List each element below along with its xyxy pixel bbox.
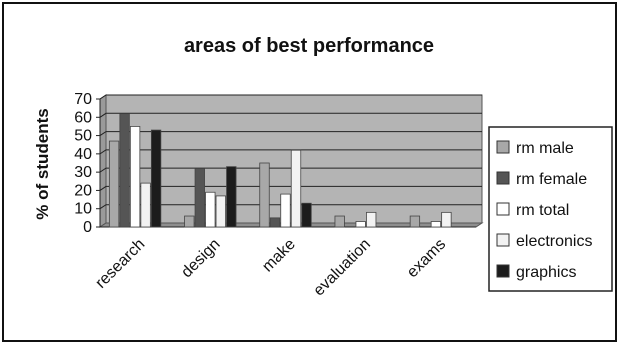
bar (184, 215, 195, 228)
y-axis-label: % of students (33, 108, 52, 219)
x-tick-label: make (259, 236, 299, 276)
legend-swatch (496, 264, 510, 278)
legend-swatch (496, 171, 510, 185)
legend-swatch (496, 140, 510, 154)
gridline (99, 149, 482, 155)
bar (108, 140, 120, 228)
y-tick-label: 0 (83, 219, 92, 236)
bar (150, 129, 162, 228)
y-tick-label: 30 (74, 164, 92, 181)
bar (409, 215, 421, 228)
legend-label: rm female (516, 171, 587, 188)
bar (430, 221, 442, 228)
bar (140, 182, 151, 228)
y-tick-label: 10 (74, 201, 92, 218)
x-tick-label: exams (404, 236, 449, 281)
legend-label: graphics (516, 264, 576, 281)
legend-swatch (496, 233, 510, 247)
bar (205, 191, 216, 228)
legend: rm male rm female rm total electronics graph… (488, 126, 613, 292)
gridline (99, 167, 482, 173)
bar (355, 221, 366, 228)
gridline (99, 185, 482, 191)
x-tick-label: evaluation (310, 236, 374, 300)
bar (119, 113, 130, 228)
legend-label: rm male (516, 140, 574, 157)
bar (269, 217, 281, 228)
y-tick-label: 60 (74, 109, 92, 126)
y-tick-label: 20 (74, 182, 92, 199)
y-tick-label: 70 (74, 91, 92, 108)
x-tick-label: research (92, 236, 148, 292)
legend-label: electronics (516, 233, 592, 250)
bar (301, 202, 312, 228)
gridline (99, 131, 482, 136)
bar (194, 168, 205, 228)
legend-label: rm total (516, 202, 569, 219)
y-tick-label: 40 (74, 146, 92, 163)
bar (226, 166, 237, 228)
bar-chart: areas of best performance % of students … (33, 35, 613, 300)
bar (215, 195, 226, 228)
bar (280, 193, 291, 228)
chart-title: areas of best performance (184, 35, 434, 57)
legend-swatch (496, 202, 510, 216)
bar (441, 211, 452, 228)
gridline (99, 94, 482, 100)
bar (290, 149, 302, 228)
bar (334, 215, 345, 228)
y-tick-label: 50 (74, 128, 92, 145)
chart-frame: areas of best performance % of students … (2, 2, 617, 342)
bar (366, 211, 377, 228)
bar (129, 126, 141, 228)
x-tick-label: design (178, 236, 223, 281)
gridline (99, 204, 482, 210)
bar (259, 162, 270, 228)
gridline (99, 112, 482, 118)
